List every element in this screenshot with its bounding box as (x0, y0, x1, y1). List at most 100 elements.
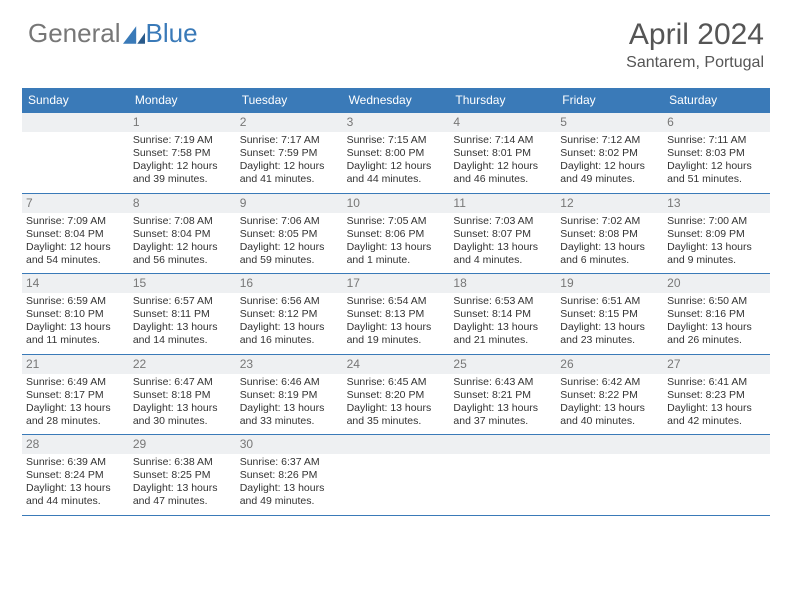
day-number: 19 (556, 274, 663, 293)
day-detail: Daylight: 12 hours (240, 160, 339, 173)
day-detail: Sunrise: 6:51 AM (560, 295, 659, 308)
day-cell: 18 Sunrise: 6:53 AMSunset: 8:14 PMDayligh… (449, 274, 556, 354)
day-detail: Sunrise: 6:43 AM (453, 376, 552, 389)
weekday-label: Thursday (449, 88, 556, 112)
day-cell: 21Sunrise: 6:49 AMSunset: 8:17 PMDayligh… (22, 355, 129, 435)
day-detail: and 4 minutes. (453, 254, 552, 267)
day-cell: 3Sunrise: 7:15 AMSunset: 8:00 PMDaylight… (343, 113, 450, 193)
day-detail: Sunset: 8:20 PM (347, 389, 446, 402)
day-cell (343, 435, 450, 515)
day-number: 18 (449, 274, 556, 293)
day-detail: Sunrise: 7:03 AM (453, 215, 552, 228)
day-detail: and 49 minutes. (560, 173, 659, 186)
day-number: 25 (449, 355, 556, 374)
day-detail: Daylight: 13 hours (133, 482, 232, 495)
day-detail: Sunset: 8:12 PM (240, 308, 339, 321)
day-detail: Daylight: 13 hours (347, 241, 446, 254)
day-detail: and 35 minutes. (347, 415, 446, 428)
day-number: 3 (343, 113, 450, 132)
day-detail: Daylight: 13 hours (26, 402, 125, 415)
day-number: 30 (236, 435, 343, 454)
day-cell: 22Sunrise: 6:47 AMSunset: 8:18 PMDayligh… (129, 355, 236, 435)
day-detail: Sunset: 8:04 PM (133, 228, 232, 241)
day-detail: Daylight: 13 hours (453, 321, 552, 334)
day-detail: Daylight: 13 hours (133, 402, 232, 415)
day-cell: 20Sunrise: 6:50 AMSunset: 8:16 PMDayligh… (663, 274, 770, 354)
day-cell: 26Sunrise: 6:42 AMSunset: 8:22 PMDayligh… (556, 355, 663, 435)
day-number: 12 (556, 194, 663, 213)
day-detail: Daylight: 13 hours (347, 321, 446, 334)
day-detail: and 6 minutes. (560, 254, 659, 267)
day-detail: Sunrise: 7:17 AM (240, 134, 339, 147)
day-detail: Sunset: 8:10 PM (26, 308, 125, 321)
day-number: 20 (663, 274, 770, 293)
day-detail: Daylight: 13 hours (453, 402, 552, 415)
day-detail: Daylight: 13 hours (667, 241, 766, 254)
day-detail: Sunrise: 7:12 AM (560, 134, 659, 147)
day-number: 9 (236, 194, 343, 213)
day-detail: Sunrise: 6:42 AM (560, 376, 659, 389)
day-detail: Daylight: 13 hours (26, 482, 125, 495)
day-detail: Sunset: 8:18 PM (133, 389, 232, 402)
day-detail: and 39 minutes. (133, 173, 232, 186)
day-detail: Sunrise: 6:45 AM (347, 376, 446, 389)
day-number: 5 (556, 113, 663, 132)
day-detail: Daylight: 12 hours (133, 241, 232, 254)
weekday-label: Saturday (663, 88, 770, 112)
day-cell: 23Sunrise: 6:46 AMSunset: 8:19 PMDayligh… (236, 355, 343, 435)
day-number: 28 (22, 435, 129, 454)
day-cell: 13Sunrise: 7:00 AMSunset: 8:09 PMDayligh… (663, 194, 770, 274)
day-detail: Daylight: 12 hours (133, 160, 232, 173)
day-detail: and 16 minutes. (240, 334, 339, 347)
day-cell (449, 435, 556, 515)
day-detail: Sunrise: 7:15 AM (347, 134, 446, 147)
day-detail: Sunset: 8:19 PM (240, 389, 339, 402)
day-number: 6 (663, 113, 770, 132)
day-number: 13 (663, 194, 770, 213)
day-detail: and 11 minutes. (26, 334, 125, 347)
day-cell: 19Sunrise: 6:51 AMSunset: 8:15 PMDayligh… (556, 274, 663, 354)
day-detail: and 42 minutes. (667, 415, 766, 428)
day-number: 2 (236, 113, 343, 132)
day-detail: Sunrise: 6:56 AM (240, 295, 339, 308)
calendar: Sunday Monday Tuesday Wednesday Thursday… (22, 88, 770, 516)
day-number: 10 (343, 194, 450, 213)
day-detail: Sunrise: 6:53 AM (453, 295, 552, 308)
day-detail: Sunset: 8:21 PM (453, 389, 552, 402)
day-detail: Daylight: 13 hours (240, 402, 339, 415)
day-detail: Sunrise: 6:59 AM (26, 295, 125, 308)
day-cell: 29Sunrise: 6:38 AMSunset: 8:25 PMDayligh… (129, 435, 236, 515)
day-cell (663, 435, 770, 515)
day-detail: Sunset: 8:14 PM (453, 308, 552, 321)
week-row: 7Sunrise: 7:09 AMSunset: 8:04 PMDaylight… (22, 193, 770, 274)
day-number (556, 435, 663, 454)
day-detail: and 59 minutes. (240, 254, 339, 267)
day-cell: 1Sunrise: 7:19 AMSunset: 7:58 PMDaylight… (129, 113, 236, 193)
day-detail: Sunset: 8:08 PM (560, 228, 659, 241)
day-detail: Sunset: 7:58 PM (133, 147, 232, 160)
day-cell: 15Sunrise: 6:57 AMSunset: 8:11 PMDayligh… (129, 274, 236, 354)
day-detail: Sunset: 8:09 PM (667, 228, 766, 241)
day-detail: Sunrise: 6:41 AM (667, 376, 766, 389)
day-detail: Sunset: 7:59 PM (240, 147, 339, 160)
day-detail: Sunrise: 6:38 AM (133, 456, 232, 469)
day-detail: Sunset: 8:11 PM (133, 308, 232, 321)
week-row: 21Sunrise: 6:49 AMSunset: 8:17 PMDayligh… (22, 354, 770, 435)
day-detail: Daylight: 13 hours (667, 402, 766, 415)
page-title: April 2024 (626, 18, 764, 52)
day-cell (556, 435, 663, 515)
day-cell: 30Sunrise: 6:37 AMSunset: 8:26 PMDayligh… (236, 435, 343, 515)
day-detail: Sunset: 8:03 PM (667, 147, 766, 160)
day-number: 23 (236, 355, 343, 374)
day-detail: Sunrise: 6:37 AM (240, 456, 339, 469)
day-detail: Daylight: 12 hours (667, 160, 766, 173)
weekday-label: Tuesday (236, 88, 343, 112)
week-row: 1Sunrise: 7:19 AMSunset: 7:58 PMDaylight… (22, 112, 770, 193)
day-number: 17 (343, 274, 450, 293)
day-detail: Daylight: 13 hours (667, 321, 766, 334)
day-cell: 24Sunrise: 6:45 AMSunset: 8:20 PMDayligh… (343, 355, 450, 435)
day-detail: and 40 minutes. (560, 415, 659, 428)
day-detail: Sunset: 8:13 PM (347, 308, 446, 321)
day-cell: 12Sunrise: 7:02 AMSunset: 8:08 PMDayligh… (556, 194, 663, 274)
day-detail: Sunset: 8:24 PM (26, 469, 125, 482)
